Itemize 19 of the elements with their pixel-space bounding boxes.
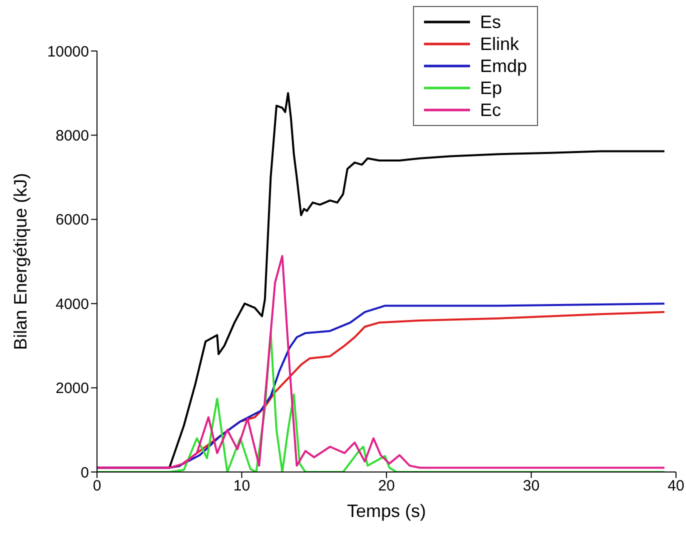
x-axis-title: Temps (s) (346, 501, 426, 521)
line-series (97, 255, 666, 469)
x-tick-label: 10 (233, 478, 250, 495)
y-axis-title: Bilan Energétique (kJ) (10, 172, 30, 350)
y-tick-label: 0 (80, 464, 89, 482)
legend-label: Emdp (480, 55, 528, 77)
legend-label: Ec (480, 99, 502, 121)
x-tick-label: 20 (378, 478, 395, 495)
y-tick-label: 6000 (56, 212, 89, 229)
y-tick-label: 4000 (56, 296, 89, 313)
x-tick-label: 40 (668, 478, 684, 495)
x-tick-label: 30 (522, 478, 540, 495)
legend-label: Ep (480, 77, 502, 99)
legend-label: Es (480, 11, 502, 33)
legend-label: Elink (480, 33, 520, 55)
x-tick-label: 0 (92, 478, 102, 495)
y-tick-label: 2000 (56, 380, 89, 398)
y-tick-label: 8000 (56, 128, 89, 145)
y-tick-label: 10000 (47, 43, 89, 60)
